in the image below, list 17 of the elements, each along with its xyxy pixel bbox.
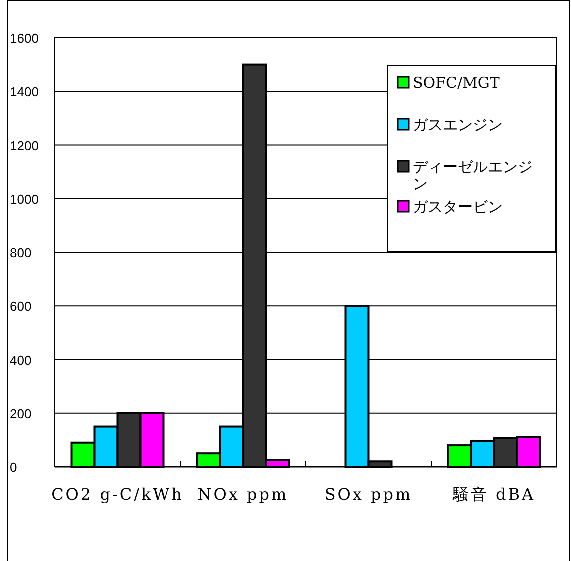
- legend-label: ディーゼルエンジン: [413, 158, 533, 193]
- y-tick-label: 200: [10, 406, 32, 422]
- x-tick-label: SOx ppm: [324, 485, 413, 504]
- y-tick-label: 1000: [10, 192, 39, 207]
- y-tick-label: 400: [10, 352, 32, 368]
- y-tick-label: 0: [10, 460, 18, 475]
- y-tick-label: 1600: [10, 31, 39, 46]
- legend-label: ガスエンジン: [413, 116, 503, 134]
- x-tick-label: 騒音 dBA: [452, 485, 536, 504]
- y-tick-label: 1400: [10, 84, 39, 100]
- legend-label: SOFC/MGT: [413, 74, 500, 92]
- x-tick-label: CO2 g-C/kWh: [52, 485, 184, 504]
- legend-label: ガスタービン: [413, 198, 503, 216]
- y-tick-label: 800: [10, 246, 32, 260]
- x-tick-label: NOx ppm: [198, 485, 289, 504]
- y-tick-label: 1200: [10, 138, 39, 154]
- y-tick-label: 600: [10, 299, 32, 314]
